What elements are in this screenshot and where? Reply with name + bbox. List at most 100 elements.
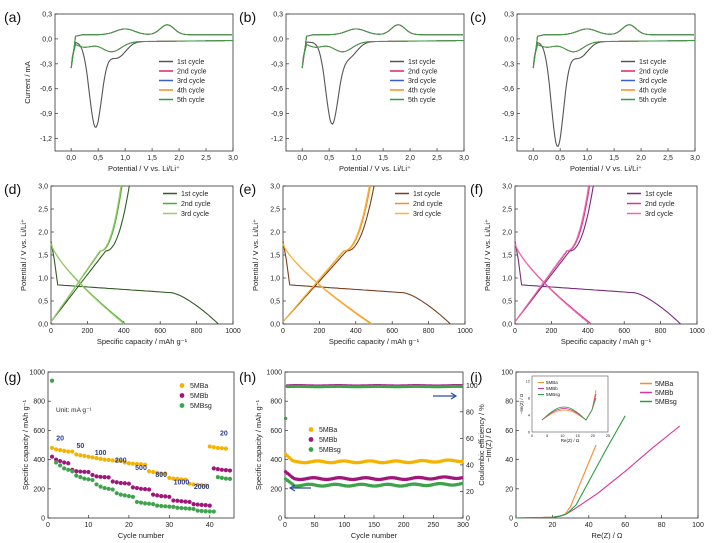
y-tick-label: 400 <box>270 457 282 464</box>
inset-x-tick-label: 15 <box>575 434 579 438</box>
inset-x-tick-label: 0 <box>531 434 533 438</box>
cv-curve <box>70 24 233 128</box>
data-point-5mbb <box>155 493 160 498</box>
data-point-5mbb <box>203 503 208 508</box>
legend-marker <box>179 403 185 408</box>
y-tick-label: 600 <box>33 428 45 435</box>
data-point-5mbb <box>90 472 95 478</box>
y2-tick-label: 40 <box>466 462 474 469</box>
x-axis-label: Specific capacity / mAh g⁻¹ <box>561 337 652 346</box>
x-tick-label: 400 <box>350 328 362 335</box>
rate-label: 20 <box>56 436 64 443</box>
data-point-5mbb <box>138 486 144 491</box>
capacity-point-5mbb <box>460 476 464 480</box>
legend-marker <box>308 437 314 442</box>
data-point-5mbb <box>134 485 140 491</box>
x-axis-label: Re(Z) / Ω <box>591 531 622 540</box>
cv-curve <box>301 24 464 69</box>
rate-label: 100 <box>95 450 107 457</box>
x-tick-label: 200 <box>314 328 326 335</box>
data-point-5mbsg <box>49 378 55 383</box>
rate-label: 200 <box>115 458 127 465</box>
discharge-curve <box>514 243 591 325</box>
y-tick-label: 1,5 <box>270 253 280 260</box>
cv-curve <box>301 24 464 125</box>
data-point-5mba <box>163 471 168 476</box>
data-point-5mbsg <box>74 473 79 478</box>
data-point-5mbsg <box>62 466 67 471</box>
data-point-5mba <box>106 457 111 462</box>
charge-curve <box>282 185 371 323</box>
rate-label: 800 <box>155 472 167 479</box>
data-point-5mba <box>94 456 99 461</box>
data-point-5mba <box>110 458 115 463</box>
x-tick-label: 50 <box>311 522 319 529</box>
plot-frame <box>516 13 696 152</box>
y-tick-label: 200 <box>33 486 45 493</box>
legend-entry: 2nd cycle <box>408 69 438 76</box>
panel-label-f: (f) <box>470 181 483 197</box>
data-point-5mbb <box>94 474 99 479</box>
data-point-5mbb <box>86 469 91 475</box>
y-tick-label: 3,0 <box>502 184 512 191</box>
cv-curve <box>532 24 695 148</box>
data-point-5mba <box>223 446 229 451</box>
y-tick-label: 0,5 <box>270 299 280 306</box>
y-tick-label: 0,5 <box>502 299 512 306</box>
data-point-5mba <box>211 445 216 450</box>
data-point-5mbsg <box>179 505 184 511</box>
data-point-5mbsg <box>86 477 91 482</box>
x-tick-label: 40 <box>206 522 214 529</box>
data-point-5mba <box>130 461 136 466</box>
x-tick-label: 0 <box>514 522 518 529</box>
legend-marker <box>308 427 314 432</box>
y-tick-label: -0,6 <box>271 86 283 93</box>
data-point-5mbsg <box>142 501 148 506</box>
legend-entry: 4th cycle <box>177 88 205 95</box>
x-tick-label: 1,0 <box>351 155 361 162</box>
x-tick-label: 1000 <box>225 328 241 335</box>
x-tick-label: 2,5 <box>663 155 673 162</box>
data-point-5mbb <box>195 502 200 507</box>
plot-frame <box>285 13 465 152</box>
data-point-5mbsg <box>215 475 220 480</box>
legend-entry: 5MBb <box>655 390 673 397</box>
data-point-5mbsg <box>94 482 99 487</box>
y-tick-label: 0,3 <box>42 12 52 19</box>
data-point-5mbb <box>163 494 168 499</box>
data-point-5mbsg <box>114 491 119 496</box>
legend-entry: 1st cycle <box>177 59 204 66</box>
rate-label: 1000 <box>174 479 190 486</box>
legend-entry: 3rd cycle <box>177 78 205 85</box>
data-point-5mba <box>171 476 176 481</box>
inset-y-tick-label: 12 <box>526 380 530 384</box>
data-point-5mba <box>191 482 196 487</box>
plot-frame <box>515 371 699 519</box>
data-point-5mbsg <box>191 506 196 512</box>
panel-b: (b) 0,0 0,5 1,0 1,5 2,0 2,5 3,0 0,3 0,0 -0,3 -0,6 -0… <box>239 9 469 173</box>
data-point-5mba <box>102 457 107 462</box>
y-tick-label: -1,2 <box>502 136 514 143</box>
legend-entry: 5MBb <box>190 393 208 400</box>
data-point-5mbb <box>179 499 184 504</box>
plot-frame <box>54 13 234 152</box>
data-point-5mba <box>62 448 67 453</box>
y-tick-label: -0,9 <box>40 111 52 118</box>
legend-entry: 2nd cycle <box>645 201 675 208</box>
inset-y-tick-label: 4 <box>528 414 530 418</box>
data-point-5mba <box>138 462 144 467</box>
legend-entry: 5MBa <box>319 427 337 434</box>
charge-curve <box>50 185 123 323</box>
data-point-5mbsg <box>130 494 136 499</box>
data-point-5mbb <box>199 502 204 507</box>
data-point-5mbb <box>207 503 212 508</box>
y2-tick-label: 80 <box>466 409 474 416</box>
y-tick-label: -0,9 <box>502 111 514 118</box>
panel-label-h: (h) <box>239 369 256 385</box>
y-tick-label: 800 <box>270 399 282 406</box>
data-point-5mba <box>53 447 59 452</box>
data-point-5mbb <box>102 475 107 480</box>
data-point-5mba <box>215 445 220 451</box>
legend-entry: 1st cycle <box>408 59 435 66</box>
y-tick-label: 0,0 <box>502 322 512 329</box>
